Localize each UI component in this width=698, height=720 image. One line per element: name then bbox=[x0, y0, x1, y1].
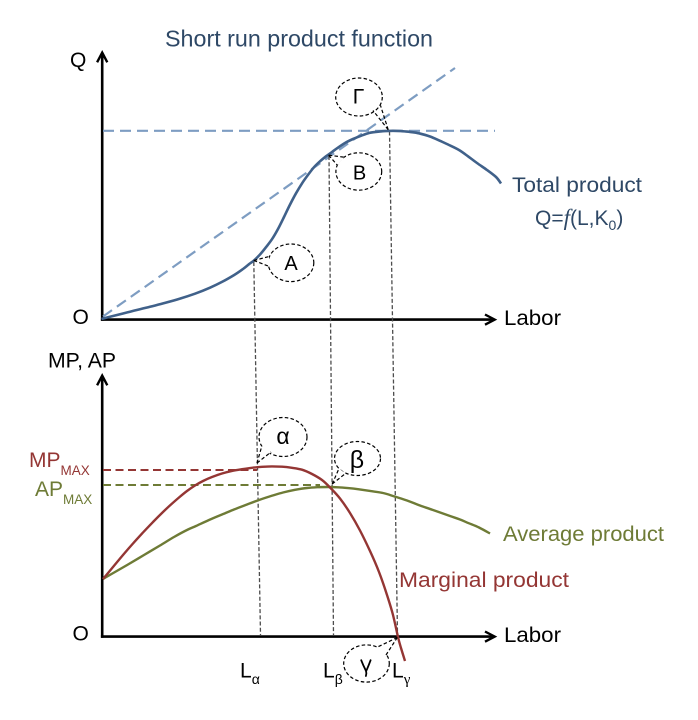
svg-text:Γ: Γ bbox=[353, 86, 365, 109]
svg-text:Labor: Labor bbox=[504, 624, 561, 647]
svg-text:O: O bbox=[73, 306, 89, 329]
svg-text:A: A bbox=[284, 253, 298, 275]
svg-text:α: α bbox=[276, 423, 289, 449]
svg-text:B: B bbox=[353, 163, 366, 185]
svg-text:Marginal product: Marginal product bbox=[399, 569, 569, 592]
svg-text:Q: Q bbox=[70, 49, 86, 72]
svg-text:Short run product function: Short run product function bbox=[165, 26, 433, 52]
svg-text:Average product: Average product bbox=[503, 523, 664, 546]
svg-text:Total product: Total product bbox=[512, 174, 642, 197]
svg-text:MP, AP: MP, AP bbox=[48, 350, 116, 373]
svg-text:O: O bbox=[73, 623, 89, 646]
svg-text:β: β bbox=[350, 446, 364, 474]
svg-text:Labor: Labor bbox=[504, 307, 561, 330]
